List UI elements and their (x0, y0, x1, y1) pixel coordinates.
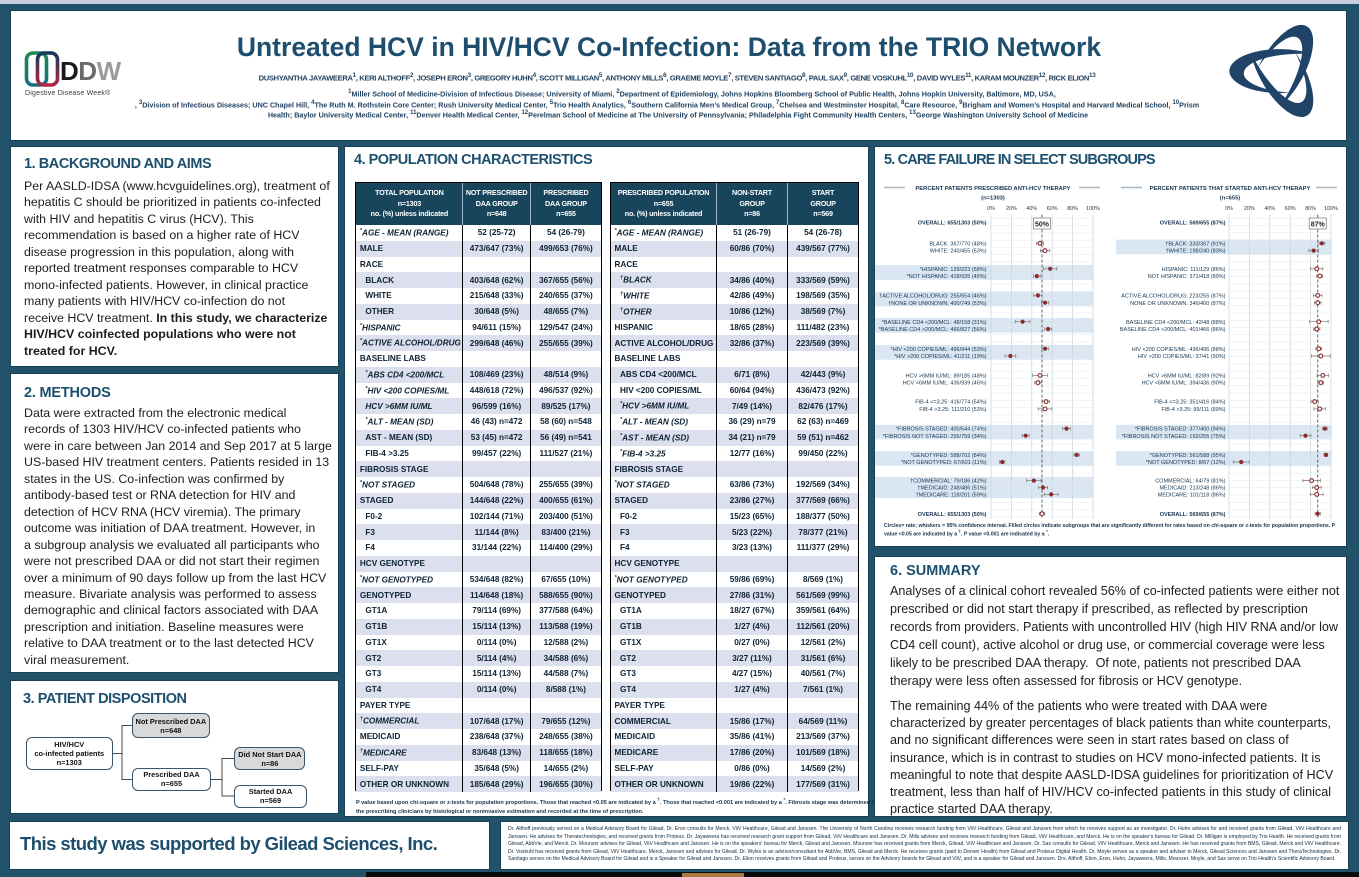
svg-text:Digestive Disease Week®: Digestive Disease Week® (25, 89, 111, 97)
svg-text:87%: 87% (1311, 222, 1326, 229)
svg-text:*BASELINE CD4 <200/MCL: 48/158: *BASELINE CD4 <200/MCL: 48/158 (31%) (882, 320, 987, 326)
svg-text:FIB-4 >3.25: 111/210 (53%): FIB-4 >3.25: 111/210 (53%) (919, 407, 986, 413)
svg-text:*GENOTYPED: 561/588 (95%): *GENOTYPED: 561/588 (95%) (1150, 453, 1226, 459)
svg-text:FIB-4 <=3.25: 351/416 (84%): FIB-4 <=3.25: 351/416 (84%) (1154, 400, 1225, 406)
svg-text:HCV <6MM IU/ML: 436/939 (46%): HCV <6MM IU/ML: 436/939 (46%) (903, 381, 987, 387)
svg-text:80%: 80% (1305, 206, 1316, 212)
svg-text:*GENOTYPED: 588/702 (84%): *GENOTYPED: 588/702 (84%) (911, 453, 987, 459)
svg-text:HIV >200 COPIES/ML: 37/41 (90%: HIV >200 COPIES/ML: 37/41 (90%) (1138, 354, 1226, 360)
svg-text:†MEDICAID: 248/486 (51%): †MEDICAID: 248/486 (51%) (917, 486, 986, 492)
svg-text:PERCENT PATIENTS THAT STARTED: PERCENT PATIENTS THAT STARTED ANTI-HCV T… (1150, 186, 1311, 192)
svg-text:DDW: DDW (60, 56, 122, 86)
svg-text:OVERALL: 569/655 (87%): OVERALL: 569/655 (87%) (1160, 512, 1226, 518)
svg-text:BLACK: 367/770 (48%): BLACK: 367/770 (48%) (929, 241, 986, 247)
svg-text:100%: 100% (1324, 206, 1338, 212)
svg-text:*NOT HISPANIC: 418/935 (45%): *NOT HISPANIC: 418/935 (45%) (907, 274, 987, 280)
svg-text:WHITE: 240/455 (53%): WHITE: 240/455 (53%) (930, 249, 987, 255)
svg-text:FIB-4 >3.25: 99/111 (89%): FIB-4 >3.25: 99/111 (89%) (1161, 407, 1225, 413)
svg-text:*NOT GENOTYPED: 8/67 (12%): *NOT GENOTYPED: 8/67 (12%) (1146, 460, 1226, 466)
svg-text:COMMERCIAL: 64/79 (81%): COMMERCIAL: 64/79 (81%) (1155, 479, 1225, 485)
svg-text:80%: 80% (1067, 206, 1078, 212)
svg-text:NOT HISPANIC: 371/418 (89%): NOT HISPANIC: 371/418 (89%) (1148, 274, 1226, 280)
svg-text:20%: 20% (1244, 206, 1255, 212)
svg-text:40%: 40% (1026, 206, 1037, 212)
svg-text:50%: 50% (1035, 222, 1050, 229)
svg-text:*HIV >200 COPIES/ML: 41/211 (1: *HIV >200 COPIES/ML: 41/211 (19%) (894, 354, 987, 360)
svg-text:60%: 60% (1285, 206, 1296, 212)
svg-text:0%: 0% (1225, 206, 1233, 212)
svg-text:BASELINE CD4 <200/MCL: 42/48 (: BASELINE CD4 <200/MCL: 42/48 (88%) (1126, 320, 1226, 326)
svg-text:*FIBROSIS NOT STAGED: 192/255: *FIBROSIS NOT STAGED: 192/255 (75%) (1122, 434, 1226, 440)
svg-text:†MEDICARE: 118/201 (59%): †MEDICARE: 118/201 (59%) (916, 493, 987, 499)
svg-text:*BASELINE CD4 >200/MCL: 466/82: *BASELINE CD4 >200/MCL: 466/827 (56%) (879, 327, 987, 333)
svg-text:OVERALL: 655/1303 (50%): OVERALL: 655/1303 (50%) (918, 512, 987, 518)
svg-text:*FIBROSIS STAGED: 377/400 (94%: *FIBROSIS STAGED: 377/400 (94%) (1135, 427, 1226, 433)
svg-text:†COMMERCIAL: 79/186 (42%): †COMMERCIAL: 79/186 (42%) (910, 479, 987, 485)
svg-text:MEDICARE: 101/118 (86%): MEDICARE: 101/118 (86%) (1158, 493, 1226, 499)
svg-text:NONE OR UNKNOWN: 346/400 (87%): NONE OR UNKNOWN: 346/400 (87%) (1130, 301, 1226, 307)
svg-text:OVERALL: 569/655 (87%): OVERALL: 569/655 (87%) (1160, 221, 1226, 227)
svg-text:†WHITE: 198/240 (83%): †WHITE: 198/240 (83%) (1166, 249, 1226, 255)
svg-text:†ACTIVE ALCOHOL/DRUG: 255/554: †ACTIVE ALCOHOL/DRUG: 255/554 (46%) (879, 294, 986, 300)
svg-text:*FIBROSIS NOT STAGED: 255/759: *FIBROSIS NOT STAGED: 255/759 (34%) (883, 434, 987, 440)
svg-text:†BLACK: 333/367 (91%): †BLACK: 333/367 (91%) (1165, 241, 1225, 247)
svg-text:HISPANIC: 111/129 (86%): HISPANIC: 111/129 (86%) (1162, 267, 1226, 273)
svg-text:HCV >6MM IU/ML: 89/185 (48%): HCV >6MM IU/ML: 89/185 (48%) (906, 374, 987, 380)
svg-text:BASELINE CD4 >200/MCL: 401/466: BASELINE CD4 >200/MCL: 401/466 (86%) (1120, 327, 1226, 333)
svg-text:40%: 40% (1264, 206, 1275, 212)
svg-text:*HIV <200 COPIES/ML: 496/944 (: *HIV <200 COPIES/ML: 496/944 (53%) (891, 347, 987, 353)
svg-text:PERCENT PATIENTS PRESCRIBED AN: PERCENT PATIENTS PRESCRIBED ANTI-HCV THE… (915, 186, 1070, 192)
svg-text:HCV <6MM IU/ML: 394/436 (90%): HCV <6MM IU/ML: 394/436 (90%) (1142, 381, 1226, 387)
svg-text:FIB-4 <=3.25: 416/774 (54%): FIB-4 <=3.25: 416/774 (54%) (915, 400, 986, 406)
svg-text:(n=655): (n=655) (1220, 196, 1241, 202)
svg-text:*FIBROSIS STAGED: 400/544 (74%: *FIBROSIS STAGED: 400/544 (74%) (896, 427, 987, 433)
svg-text:100%: 100% (1086, 206, 1100, 212)
svg-text:HCV >6MM IU/ML: 82/89 (92%): HCV >6MM IU/ML: 82/89 (92%) (1148, 374, 1226, 380)
svg-text:*NOT GENOTYPED: 67/601 (11%): *NOT GENOTYPED: 67/601 (11%) (901, 460, 987, 466)
svg-text:60%: 60% (1047, 206, 1058, 212)
svg-text:0%: 0% (987, 206, 995, 212)
svg-text:20%: 20% (1006, 206, 1017, 212)
svg-text:ACTIVE ALCOHOL/DRUG: 223/255 (: ACTIVE ALCOHOL/DRUG: 223/255 (87%) (1121, 294, 1225, 300)
svg-text:HIV <200 COPIES/ML: 436/496 (8: HIV <200 COPIES/ML: 436/496 (88%) (1132, 347, 1226, 353)
svg-text:OVERALL: 655/1303 (50%): OVERALL: 655/1303 (50%) (918, 221, 987, 227)
svg-text:*HISPANIC: 129/223 (58%): *HISPANIC: 129/223 (58%) (920, 267, 987, 273)
svg-text:(n=1303): (n=1303) (981, 196, 1005, 202)
svg-text:MEDICAID: 213/248 (86%): MEDICAID: 213/248 (86%) (1159, 486, 1225, 492)
svg-text:†NONE OR UNKNOWN: 400/749 (53%: †NONE OR UNKNOWN: 400/749 (53%) (888, 301, 987, 307)
